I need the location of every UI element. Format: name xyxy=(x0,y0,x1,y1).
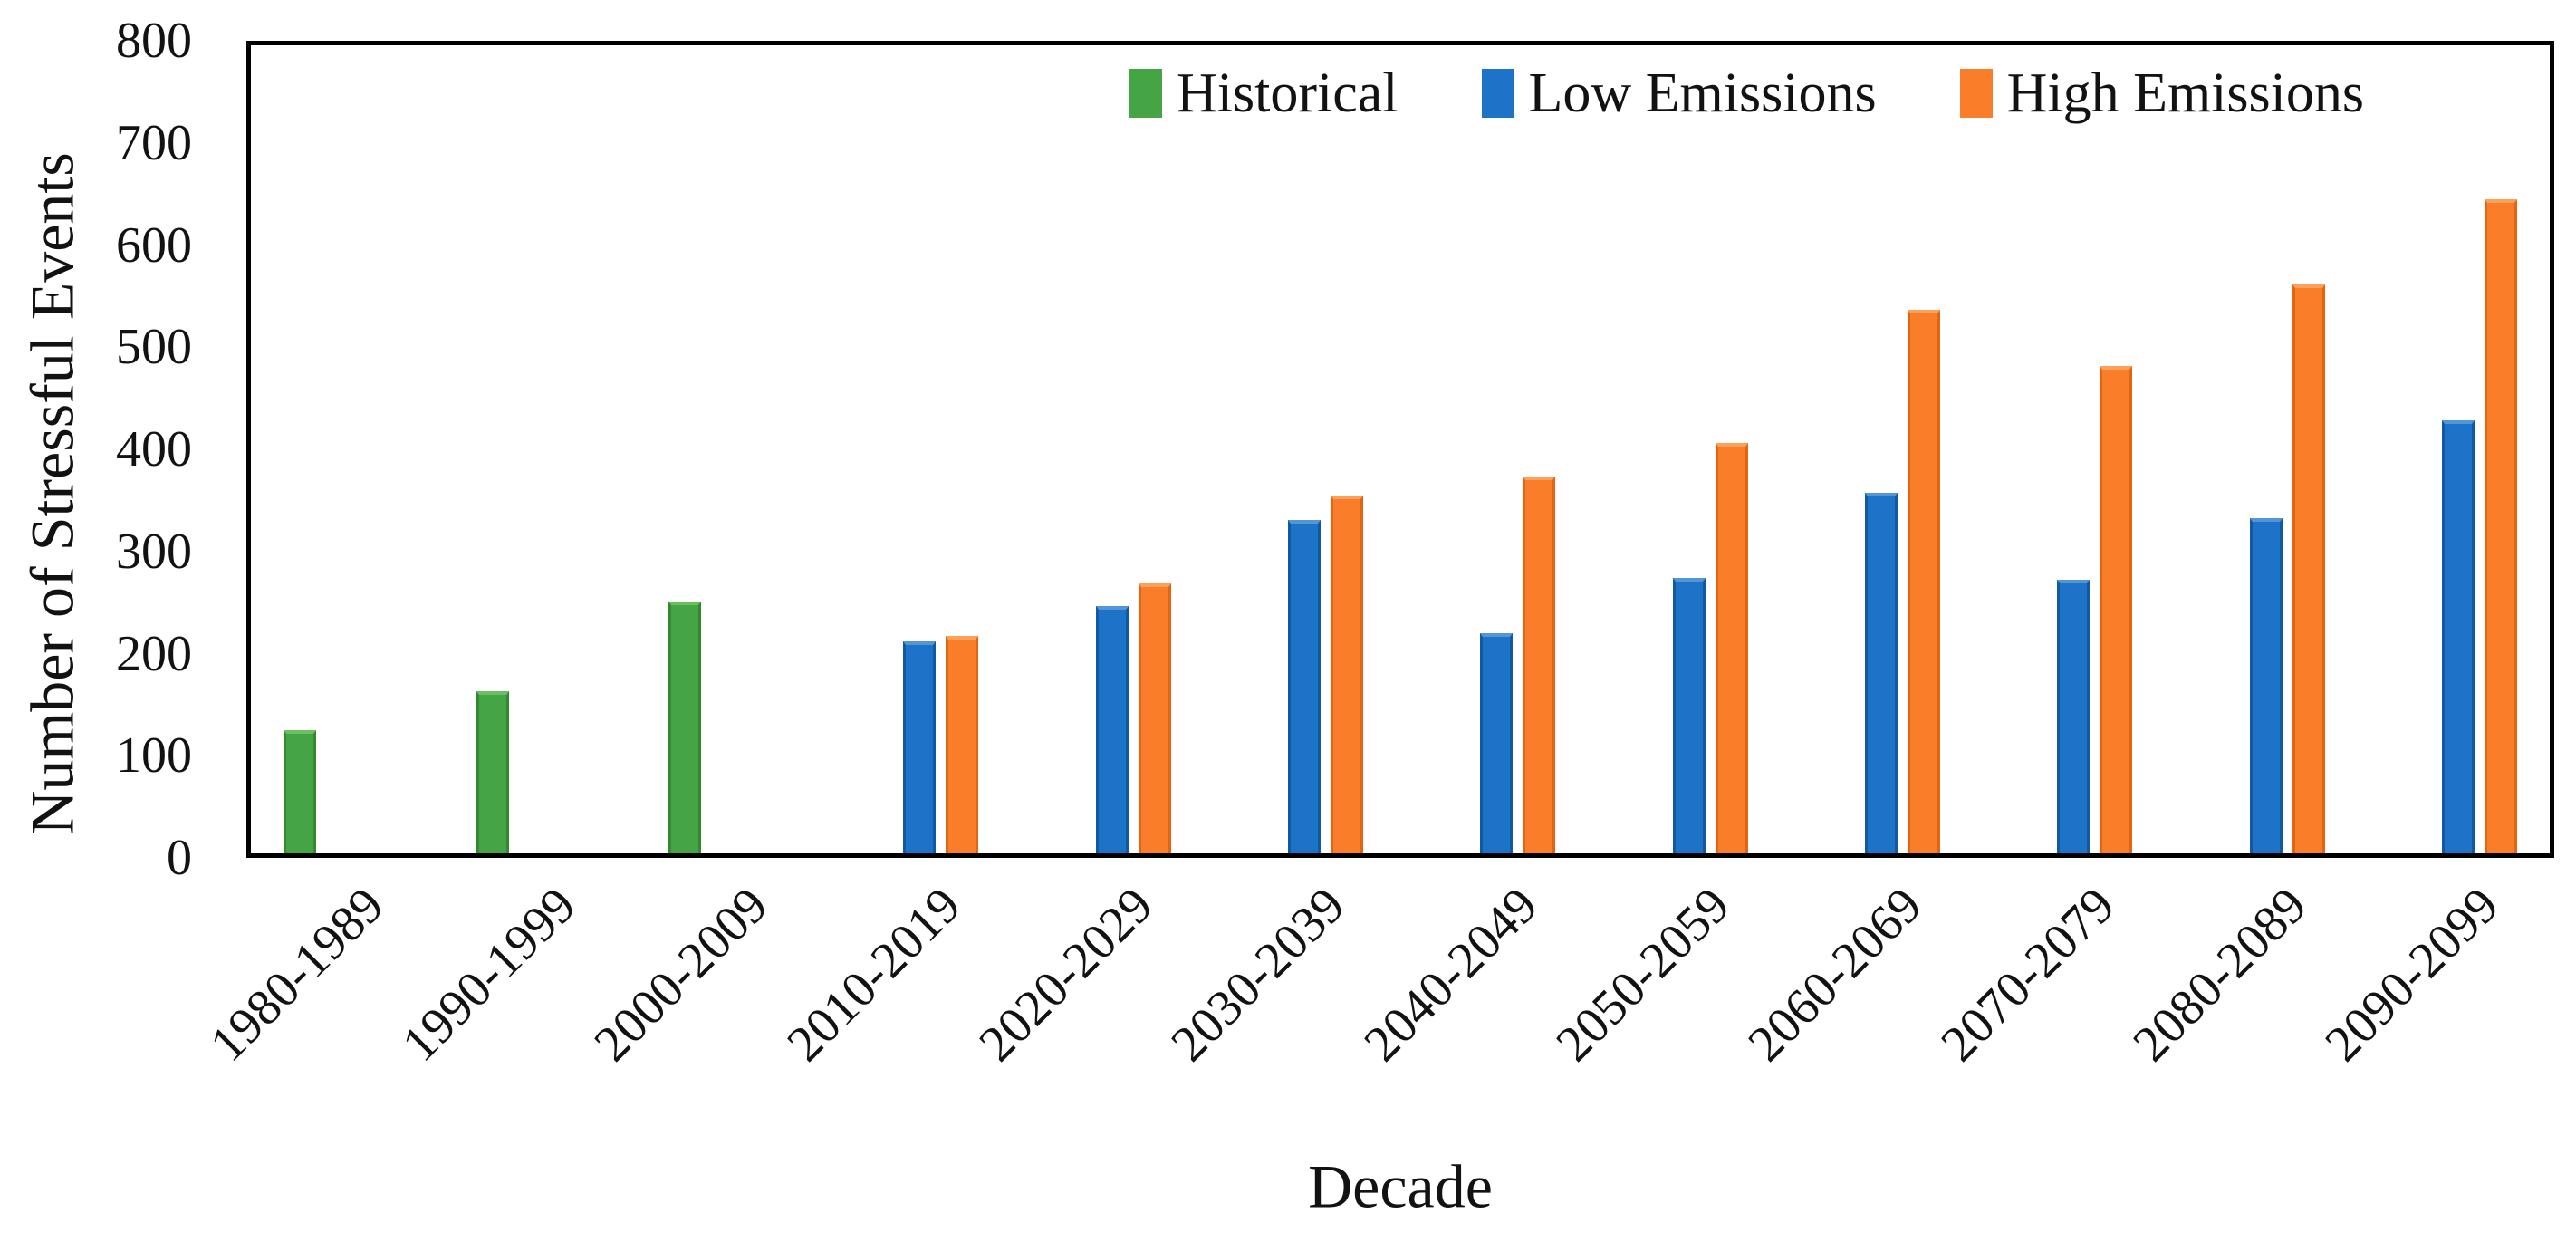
y-tick-label: 300 xyxy=(116,523,192,580)
bar-low-emissions-2030-2039 xyxy=(1287,519,1321,858)
bar-low-emissions-2070-2079 xyxy=(2057,580,2091,858)
x-axis-title: Decade xyxy=(1308,1151,1493,1221)
x-tick-label: 2080-2089 xyxy=(2122,877,2318,1073)
legend-item-low-emissions: Low Emissions xyxy=(1481,63,1877,124)
legend-swatch-low-emissions xyxy=(1481,69,1514,118)
y-tick-label: 800 xyxy=(116,13,192,69)
x-tick-label: 2070-2079 xyxy=(1929,877,2126,1073)
y-tick-label: 200 xyxy=(116,625,192,682)
y-tick-label: 500 xyxy=(116,319,192,376)
y-tick-label: 0 xyxy=(167,830,192,886)
bar-high-emissions-2070-2079 xyxy=(2100,365,2133,858)
x-tick-label: 2050-2059 xyxy=(1545,877,1741,1073)
y-tick-label: 400 xyxy=(116,421,192,477)
bar-high-emissions-2090-2099 xyxy=(2484,198,2517,858)
legend-label-high-emissions: High Emissions xyxy=(2006,63,2365,124)
legend-swatch-historical xyxy=(1129,69,1162,118)
x-tick-label: 2060-2069 xyxy=(1737,877,1933,1073)
bar-high-emissions-2030-2039 xyxy=(1330,495,1363,858)
x-tick-label: 2010-2019 xyxy=(775,877,972,1073)
bar-low-emissions-2060-2069 xyxy=(1864,493,1898,858)
bar-historical-1990-1999 xyxy=(476,691,509,858)
legend-item-historical: Historical xyxy=(1129,65,1399,121)
bar-low-emissions-2040-2049 xyxy=(1480,632,1514,858)
bar-high-emissions-2050-2059 xyxy=(1715,443,1748,858)
x-tick-label: 1980-1989 xyxy=(198,877,395,1073)
bar-historical-2000-2009 xyxy=(668,601,701,858)
x-tick-label: 1990-1999 xyxy=(391,877,587,1073)
bar-high-emissions-2020-2029 xyxy=(1138,582,1171,858)
x-tick-label: 2020-2029 xyxy=(968,877,1164,1073)
x-tick-label: 2000-2009 xyxy=(583,877,779,1073)
legend-swatch-high-emissions xyxy=(1959,69,1993,118)
bar-low-emissions-2010-2019 xyxy=(903,640,937,858)
plot-area xyxy=(246,41,2554,858)
x-tick-label: 2090-2099 xyxy=(2314,877,2510,1073)
legend-label-historical: Historical xyxy=(1177,63,1399,124)
y-tick-label: 700 xyxy=(116,114,192,171)
bar-high-emissions-2010-2019 xyxy=(946,636,979,858)
y-tick-label: 100 xyxy=(116,727,192,785)
bar-low-emissions-2020-2029 xyxy=(1095,605,1129,858)
bar-high-emissions-2040-2049 xyxy=(1523,477,1556,858)
bar-low-emissions-2050-2059 xyxy=(1672,578,1706,858)
bar-low-emissions-2080-2089 xyxy=(2249,517,2283,858)
x-tick-label: 2040-2049 xyxy=(1352,877,1549,1073)
bar-high-emissions-2080-2089 xyxy=(2292,284,2325,858)
bar-high-emissions-2060-2069 xyxy=(1907,309,1940,858)
bar-historical-1980-1989 xyxy=(284,730,317,858)
bar-low-emissions-2090-2099 xyxy=(2441,420,2475,858)
y-tick-label: 600 xyxy=(116,217,192,274)
legend: Historical Low Emissions High Emissions xyxy=(1129,65,2364,121)
x-tick-label: 2030-2039 xyxy=(1160,877,1356,1073)
legend-item-high-emissions: High Emissions xyxy=(1959,63,2365,124)
legend-label-low-emissions: Low Emissions xyxy=(1528,63,1877,124)
